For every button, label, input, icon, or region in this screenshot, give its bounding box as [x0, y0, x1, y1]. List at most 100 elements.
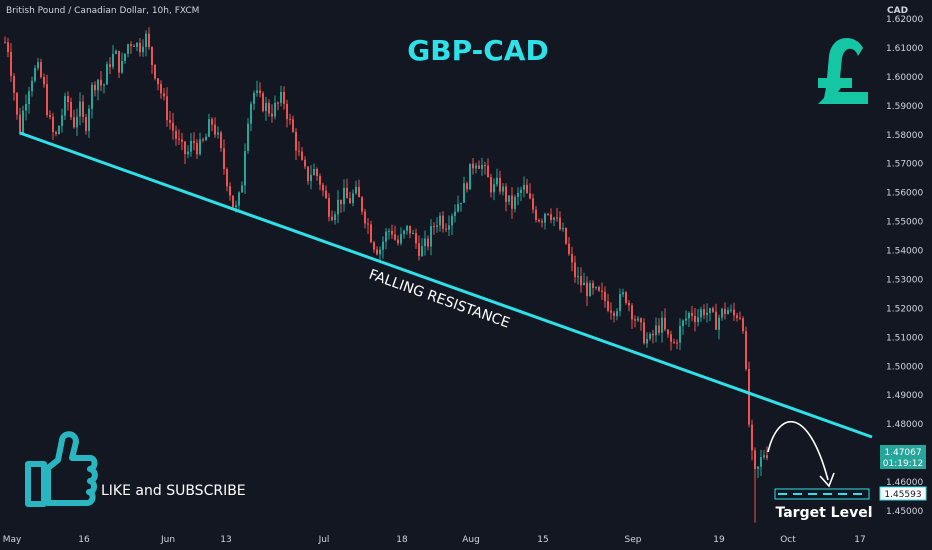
candle-body [694, 315, 696, 323]
candle-body [430, 226, 432, 247]
candle-body [58, 126, 60, 135]
candle-body [40, 62, 42, 78]
candle-body [631, 305, 633, 320]
candle-body [49, 115, 51, 117]
time-axis: May 16 Jun 13 Jul 18 Aug 15 Sep 19 Oct 17 [3, 535, 866, 545]
candle-body [367, 223, 369, 225]
candle-body [151, 47, 153, 65]
candle-body [748, 369, 750, 425]
x-tick-label: 13 [220, 535, 231, 545]
y-tick-label: 1.56000 [886, 189, 923, 199]
candle-body [199, 139, 201, 155]
candle-body [613, 312, 615, 316]
candle-body [466, 183, 468, 190]
candle-body [178, 138, 180, 140]
candle-body [571, 253, 573, 263]
candle-body [124, 53, 126, 61]
candle-body [625, 292, 627, 303]
candle-body [67, 96, 69, 102]
candle-body [280, 92, 282, 103]
candle-body [508, 195, 510, 202]
candle-body [592, 283, 594, 288]
candle-body [304, 159, 306, 167]
current-price-tag [880, 445, 926, 469]
candle-body [166, 96, 168, 121]
y-tick-label: 1.53000 [886, 276, 923, 286]
candle-body [661, 317, 663, 333]
candle-body [403, 230, 405, 235]
candle-body [634, 319, 636, 321]
y-tick-label: 1.60000 [886, 73, 923, 83]
candle-body [610, 310, 612, 313]
candle-body [16, 92, 18, 115]
candle-body [439, 215, 441, 226]
candle-body [622, 292, 624, 295]
falling-resistance-line[interactable] [19, 131, 873, 439]
candle-body [484, 165, 486, 166]
candle-body [397, 239, 399, 244]
candle-body [130, 44, 132, 46]
candle-body [406, 225, 408, 231]
candle-body [322, 184, 324, 191]
candle-body [727, 310, 729, 314]
candle-body [640, 318, 642, 323]
candle-body [76, 116, 78, 128]
candle-body [190, 141, 192, 152]
candle-body [679, 326, 681, 343]
candle-body [106, 64, 108, 85]
candle-body [274, 102, 276, 117]
candle-body [352, 193, 354, 204]
candle-body [133, 45, 135, 47]
candle-body [535, 209, 537, 220]
candle-body [382, 241, 384, 250]
y-tick-label: 1.57000 [886, 160, 923, 170]
target-price-value: 1.45593 [884, 490, 921, 500]
candle-body [136, 42, 138, 47]
candle-body [490, 177, 492, 193]
candle-body [451, 215, 453, 226]
candle-body [499, 177, 501, 192]
candle-body [565, 228, 567, 244]
candle-body [586, 282, 588, 297]
bar-countdown: 01:19:12 [883, 459, 923, 469]
candle-body [202, 139, 204, 141]
candle-body [118, 50, 120, 73]
candle-body [364, 211, 366, 224]
candle-body [478, 165, 480, 169]
candle-body [550, 214, 552, 220]
candle-body [670, 334, 672, 342]
candle-body [568, 243, 570, 254]
candle-body [463, 183, 465, 203]
candle-body [595, 287, 597, 289]
candle-body [349, 198, 351, 204]
candle-body [238, 192, 240, 206]
candle-body [709, 308, 711, 313]
candle-body [208, 119, 210, 137]
candle-body [577, 276, 579, 278]
candle-body [724, 308, 726, 314]
y-tick-label: 1.48000 [886, 420, 923, 430]
chart-title: GBP-CAD [407, 34, 548, 67]
y-tick-label: 1.54000 [886, 247, 923, 257]
candle-body [373, 242, 375, 250]
candle-body [262, 93, 264, 112]
candle-body [331, 216, 333, 221]
candle-body [742, 318, 744, 332]
candle-body [13, 75, 15, 93]
candle-body [289, 119, 291, 121]
candle-body [217, 132, 219, 135]
candle-body [442, 215, 444, 229]
candlestick-series [4, 27, 768, 523]
candle-body [154, 64, 156, 79]
x-tick-label: Sep [625, 535, 642, 545]
candle-body [493, 184, 495, 193]
candle-body [205, 136, 207, 141]
x-tick-label: Jun [160, 535, 175, 545]
candle-body [421, 246, 423, 257]
candle-body [505, 186, 507, 202]
target-level-box[interactable] [774, 488, 870, 500]
candle-body [607, 301, 609, 311]
candle-body [220, 132, 222, 149]
